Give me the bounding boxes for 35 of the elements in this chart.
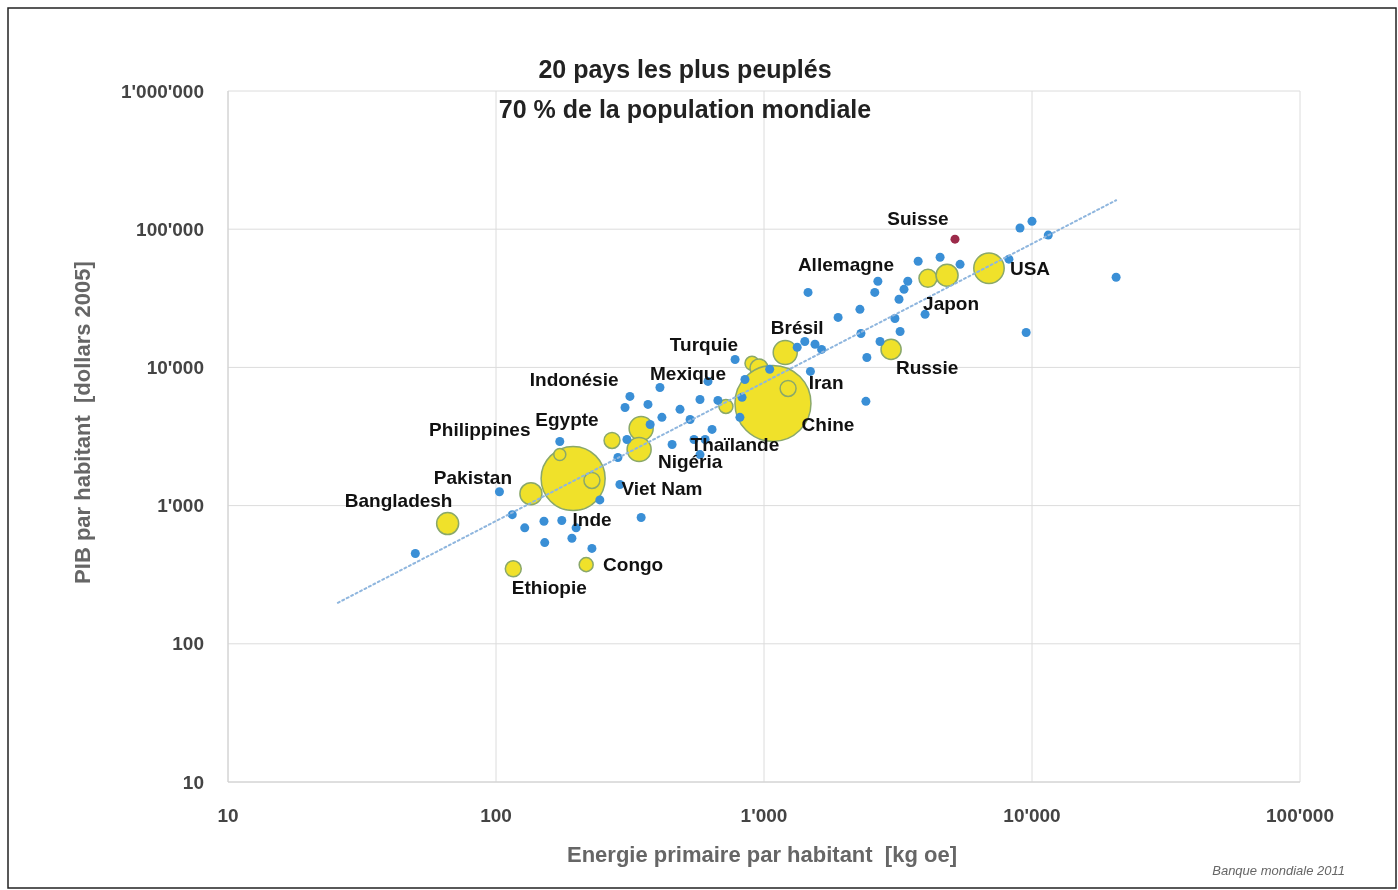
annotation: Inde bbox=[572, 509, 612, 531]
y-tick-label: 1'000 bbox=[157, 495, 204, 517]
annotation: Suisse bbox=[887, 207, 949, 229]
annotation: Viet Nam bbox=[621, 478, 703, 500]
annotation: Pakistan bbox=[433, 467, 513, 489]
x-tick-label: 10 bbox=[217, 805, 239, 826]
annotation: Russie bbox=[895, 357, 959, 379]
x-tick-label: 100 bbox=[480, 805, 512, 826]
y-tick-label: 10 bbox=[182, 771, 204, 793]
x-axis-title: Energie primaire par habitant [kg oe] bbox=[567, 842, 957, 867]
x-tick-label: 1'000 bbox=[740, 805, 788, 826]
annotation: Iran bbox=[808, 372, 844, 394]
y-tick-label: 10'000 bbox=[146, 357, 204, 379]
text: Banque mondiale 2011 bbox=[1212, 863, 1345, 878]
chart-subtitle: 70 % de la population mondiale bbox=[498, 95, 872, 123]
y-tick-label: 1'000'000 bbox=[120, 80, 204, 102]
annotation: USA bbox=[1009, 257, 1051, 279]
annotation: Indonésie bbox=[529, 369, 619, 391]
annotation: Egypte bbox=[535, 409, 599, 431]
y-tick-label: 100 bbox=[172, 633, 204, 655]
annotation: Chine bbox=[801, 414, 855, 436]
chart-title: 20 pays les plus peuplés bbox=[538, 55, 832, 83]
annotation: Japon bbox=[923, 292, 980, 314]
annotation: Turquie bbox=[669, 333, 739, 355]
y-axis-title: PIB par habitant [dollars 2005] bbox=[70, 261, 95, 584]
annotation: Philippines bbox=[429, 419, 531, 441]
x-tick-label: 100'000 bbox=[1266, 805, 1334, 826]
annotation: Ethiopie bbox=[511, 577, 587, 599]
annotation: Allemagne bbox=[797, 253, 894, 275]
annotation: Congo bbox=[603, 554, 664, 576]
annotation: Mexique bbox=[649, 362, 727, 384]
annotation: Brésil bbox=[770, 317, 824, 339]
y-tick-label: 100'000 bbox=[136, 218, 204, 240]
x-tick-label: 10'000 bbox=[1003, 805, 1061, 826]
annotation: Bangladesh bbox=[344, 490, 453, 512]
